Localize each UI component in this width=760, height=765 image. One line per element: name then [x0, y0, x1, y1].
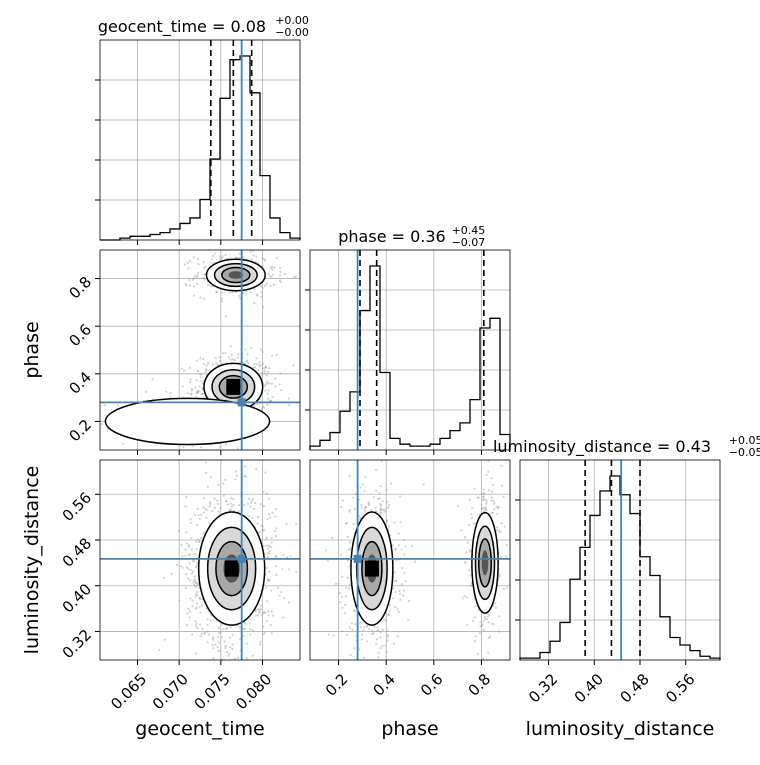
x-tick-label: 0.2	[322, 670, 352, 700]
panel-frame	[309, 249, 511, 451]
panel-title: luminosity_distance = 0.43	[493, 437, 711, 457]
panel-frame	[99, 249, 301, 451]
y-axis-label-phase: phase	[21, 321, 43, 378]
y-tick-label: 0.48	[59, 534, 95, 570]
truth-marker	[237, 398, 246, 407]
density-layer	[100, 460, 300, 660]
x-tick-label: 0.40	[571, 670, 607, 706]
x-tick-label: 0.4	[369, 670, 399, 700]
truth-marker	[353, 554, 362, 563]
title-upper-error: +0.05	[729, 434, 760, 447]
panel-frame	[99, 39, 301, 241]
contour-level	[481, 550, 489, 576]
marginal-panel-luminosity_distance	[515, 459, 721, 665]
panel-frame	[99, 459, 301, 661]
y-axis-label-luminosity_distance: luminosity_distance	[21, 466, 43, 655]
title-upper-error: +0.00	[275, 14, 309, 27]
x-tick-label: 0.48	[616, 670, 652, 706]
x-tick-label: 0.8	[465, 670, 495, 700]
density-peak	[226, 378, 241, 395]
title-luminosity_distance: luminosity_distance = 0.43 +0.05−0.05	[493, 434, 760, 459]
title-geocent_time: geocent_time = 0.08 +0.00−0.00	[98, 14, 309, 39]
density-peak	[224, 560, 239, 577]
x-tick-label: 0.065	[107, 670, 150, 713]
joint-panel-phase-luminosity_distance	[309, 459, 511, 665]
y-tick-label: 0.6	[65, 321, 95, 351]
y-tick-label: 0.2	[65, 416, 95, 446]
x-tick-label: 0.080	[232, 670, 275, 713]
x-axis-label-luminosity_distance: luminosity_distance	[526, 718, 715, 740]
x-axis-label-geocent_time: geocent_time	[135, 718, 264, 740]
y-tick-label: 0.8	[65, 273, 95, 303]
title-lower-error: −0.00	[275, 26, 309, 39]
contour-level	[228, 271, 244, 279]
title-lower-error: −0.05	[729, 446, 760, 459]
x-tick-label: 0.075	[191, 670, 234, 713]
x-tick-label: 0.6	[417, 670, 447, 700]
title-lower-error: −0.07	[452, 236, 486, 249]
marginal-panel-geocent_time	[95, 39, 301, 245]
x-axis-label-phase: phase	[381, 718, 438, 740]
panel-title: geocent_time = 0.08	[98, 17, 266, 37]
x-tick-label: 0.32	[525, 670, 561, 706]
joint-panel-geocent_time-luminosity_distance	[95, 459, 301, 665]
histogram-geocent_time	[100, 55, 301, 241]
histogram-phase	[309, 265, 511, 450]
histogram-luminosity_distance	[519, 475, 721, 660]
panel-frame	[519, 459, 721, 661]
density-peak	[364, 560, 379, 577]
marginal-panel-phase	[305, 249, 511, 455]
y-tick-label: 0.4	[65, 368, 95, 398]
y-tick-label: 0.32	[59, 626, 95, 662]
contour-level	[104, 397, 271, 446]
truth-marker	[237, 554, 246, 563]
title-upper-error: +0.45	[452, 224, 486, 237]
density-layer	[100, 250, 300, 450]
x-tick-label: 0.56	[662, 670, 698, 706]
y-tick-label: 0.40	[59, 580, 95, 616]
joint-panel-geocent_time-phase	[95, 249, 301, 455]
panel-frame	[309, 459, 511, 661]
title-phase: phase = 0.36 +0.45−0.07	[338, 224, 485, 249]
panel-title: phase = 0.36	[338, 227, 445, 246]
x-tick-label: 0.070	[149, 670, 192, 713]
density-layer	[310, 460, 510, 660]
y-tick-label: 0.56	[59, 489, 95, 525]
